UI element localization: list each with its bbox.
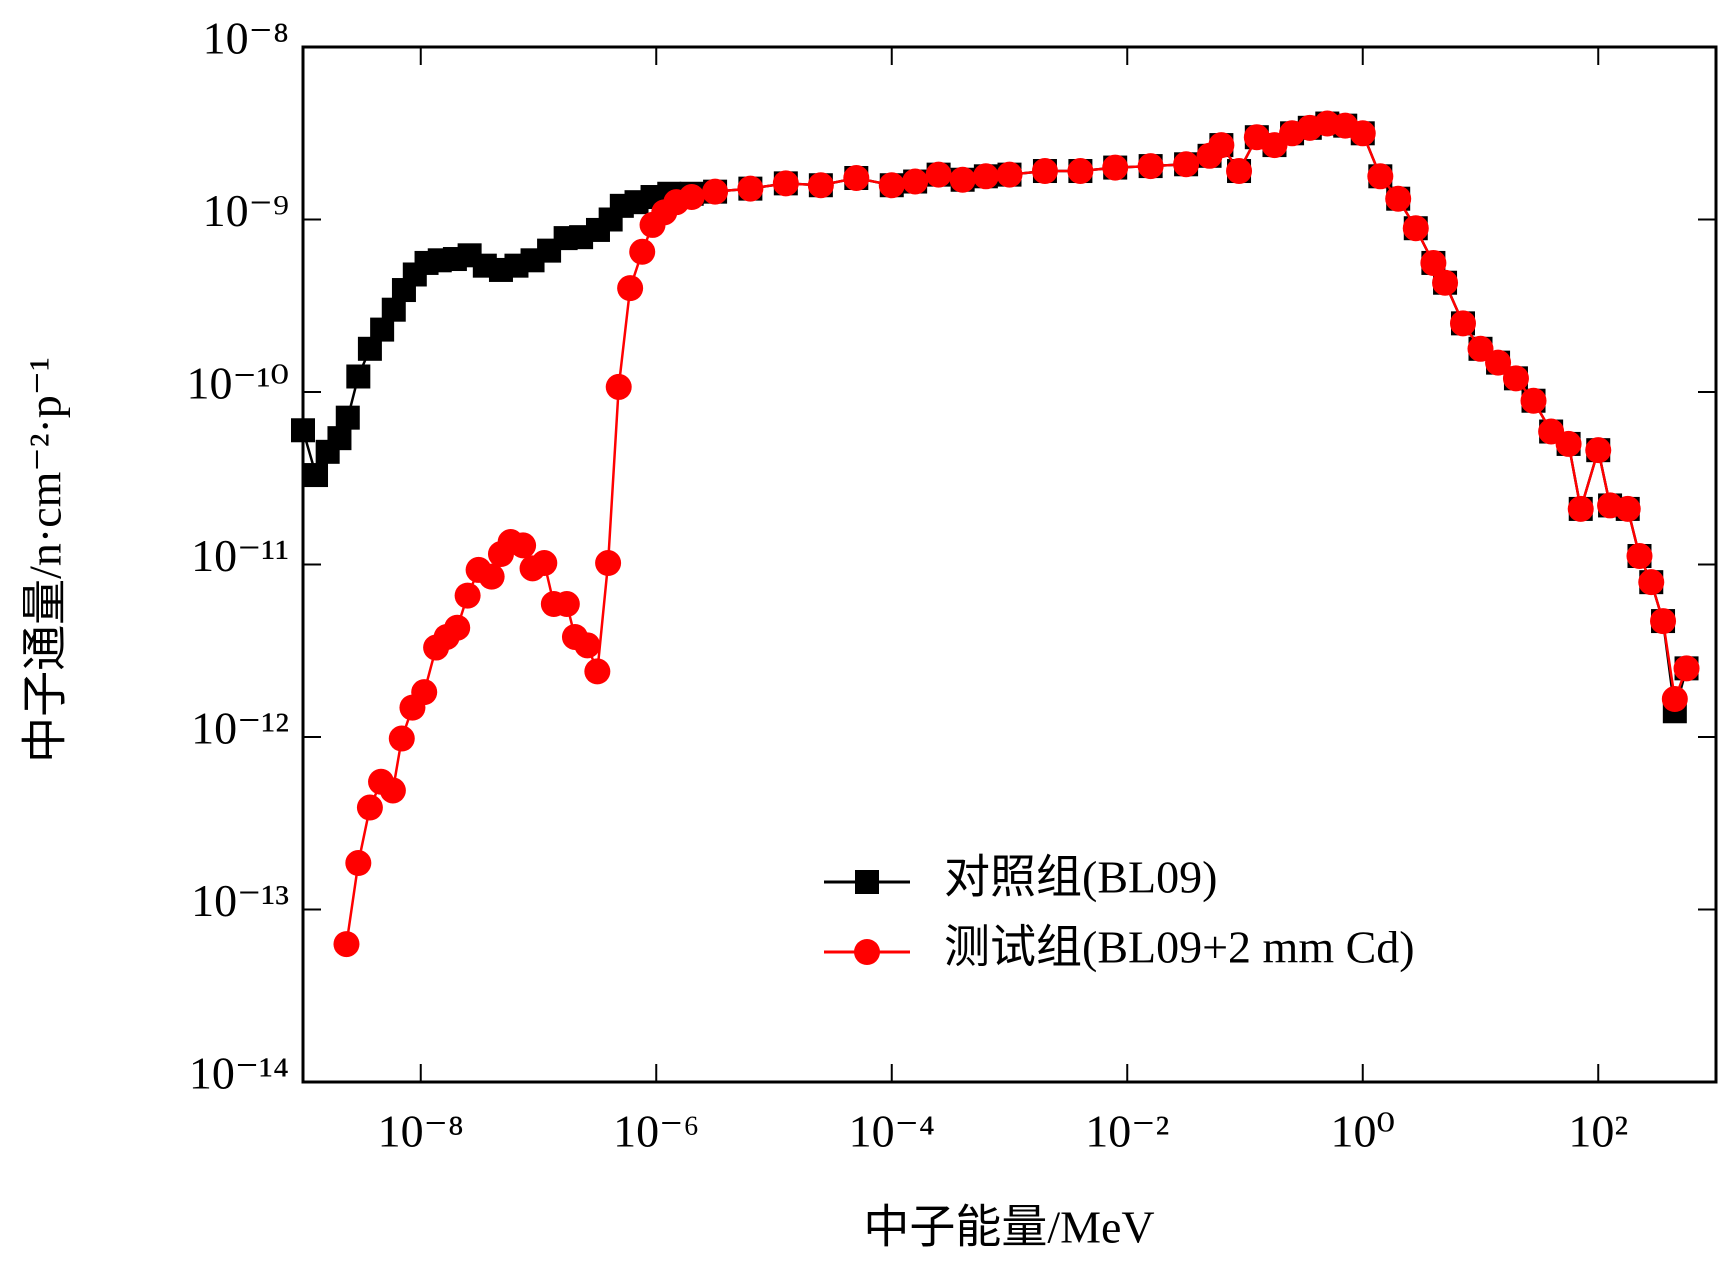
marker [629,238,656,265]
marker [346,364,371,389]
marker [1173,151,1200,178]
x-tick-label: 10⁻² [1085,1106,1169,1157]
marker [1467,335,1494,362]
marker [1614,495,1641,522]
legend-marker [854,939,880,965]
marker [335,405,360,430]
marker [737,175,764,202]
y-tick-label: 10⁻⁹ [203,185,289,236]
marker [1661,686,1688,713]
y-tick-label: 10⁻¹³ [191,875,289,926]
marker [807,172,834,199]
y-tick-label: 10⁻¹⁴ [189,1048,289,1099]
x-tick-label: 10⁰ [1331,1106,1395,1157]
marker [1673,655,1700,682]
x-tick-label: 10⁻⁶ [613,1106,699,1157]
marker [1402,215,1429,242]
marker [291,418,315,443]
y-tick-label: 10⁻¹² [191,703,289,754]
marker [617,275,644,302]
marker [678,184,705,211]
marker [605,373,632,400]
marker [1626,543,1653,570]
marker [1432,269,1459,296]
y-axis-label: 中子通量/n·cm⁻²·p⁻¹ [20,357,71,763]
marker [1585,437,1612,464]
marker [553,591,580,618]
marker [878,172,905,199]
x-tick-label: 10² [1568,1106,1628,1157]
marker [1367,163,1394,190]
marker [1226,158,1253,185]
x-tick-label: 10⁻⁴ [849,1106,935,1157]
marker [1485,349,1512,376]
marker [1555,430,1582,457]
marker [1502,365,1529,392]
marker [379,777,406,804]
marker [1067,158,1094,185]
marker [1349,120,1376,147]
marker [996,161,1023,188]
marker [925,161,952,188]
marker [595,550,622,577]
marker [1102,154,1129,181]
marker [478,563,505,590]
marker [510,532,537,559]
marker [1650,608,1677,635]
marker [1208,132,1235,159]
marker [333,931,360,958]
marker [304,463,329,488]
marker [1567,495,1594,522]
marker [356,794,383,821]
legend-marker [855,870,879,894]
marker [1137,153,1164,180]
marker [1385,185,1412,212]
marker [411,679,438,706]
marker [702,178,729,205]
marker [327,426,352,451]
marker [772,170,799,197]
marker [345,850,372,877]
marker [454,582,481,609]
y-tick-label: 10⁻¹⁰ [186,358,289,409]
y-tick-label: 10⁻¹¹ [191,530,289,581]
marker [444,614,471,641]
marker [949,166,976,193]
marker [1420,249,1447,276]
marker [1449,310,1476,337]
x-axis-label: 中子能量/MeV [863,1202,1154,1253]
marker [1638,569,1665,596]
legend-label: 测试组(BL09+2 mm Cd) [944,922,1415,973]
marker [584,658,611,685]
legend-label: 对照组(BL09) [944,852,1217,903]
marker [1520,387,1547,414]
y-tick-label: 10⁻⁸ [203,13,289,64]
marker [902,168,929,195]
marker [388,725,415,752]
marker [531,550,558,577]
marker [972,163,999,190]
series-line [301,122,1688,712]
marker [1031,158,1058,185]
x-tick-label: 10⁻⁸ [378,1106,464,1157]
marker [843,165,870,192]
marker [574,632,601,659]
